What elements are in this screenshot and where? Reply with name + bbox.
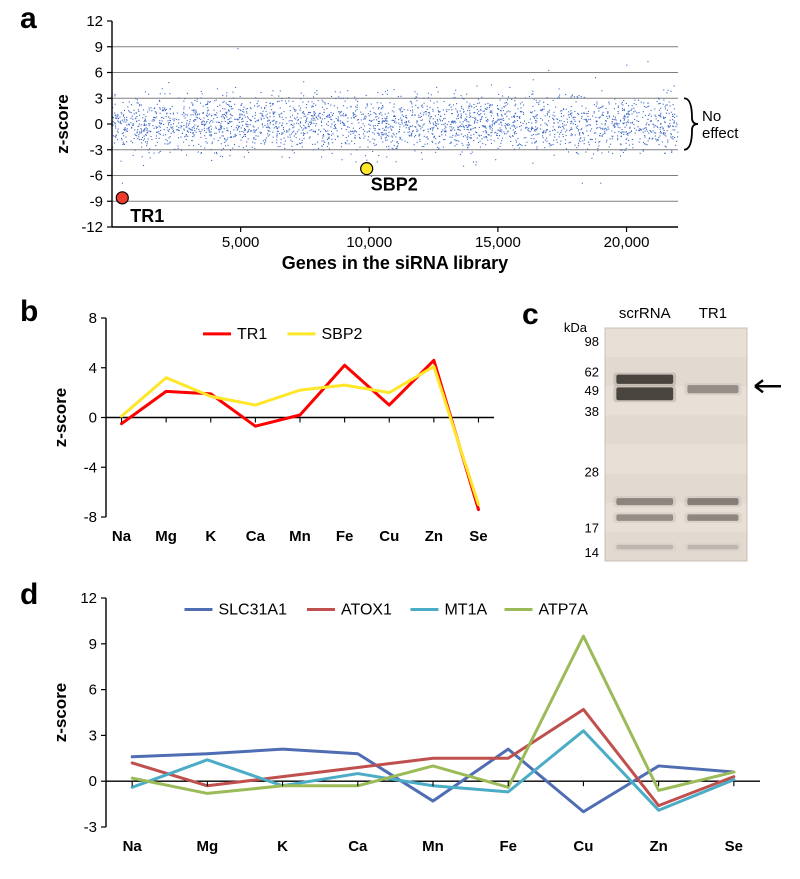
ytick: 0 <box>89 773 97 790</box>
ytick: -4 <box>84 459 97 476</box>
legend-tr1: TR1 <box>237 326 267 343</box>
panel-a-ytick: 9 <box>95 39 103 56</box>
ylabel: z-score <box>51 683 70 743</box>
ytick: 12 <box>80 590 97 607</box>
kda-mark: 98 <box>585 334 599 349</box>
tr1-annotation: TR1 <box>130 206 164 226</box>
legend-slc31a1: SLC31A1 <box>218 601 287 618</box>
panel-a-xtick: 20,000 <box>604 234 650 251</box>
ytick: -3 <box>84 819 97 836</box>
figure: a -12 -9 -6 -3 0 3 6 9 12 5,000 10,000 15,000 20,000… <box>0 0 800 879</box>
panel-a-plot: -12 -9 -6 -3 0 3 6 9 12 5,000 10,000 15,000 20,000 z-… <box>50 15 750 275</box>
ytick: 4 <box>89 360 97 377</box>
lane-header: scrRNA <box>619 305 671 322</box>
panel-a-xtick: 5,000 <box>222 234 260 251</box>
xcat: Ca <box>246 528 266 545</box>
xcat: Mg <box>197 838 219 855</box>
legend-mt1a: MT1A <box>444 601 487 618</box>
kda-mark: 62 <box>585 364 599 379</box>
kda-mark: 49 <box>585 383 599 398</box>
atp7a-line <box>132 636 734 793</box>
xcat: Mg <box>155 528 177 545</box>
ytick: 6 <box>89 682 97 699</box>
panel-a-ytick: 12 <box>86 15 103 30</box>
legend-atp7a: ATP7A <box>538 601 588 618</box>
panel-a-ytick: 3 <box>95 90 103 107</box>
kda-mark: 14 <box>585 545 599 560</box>
ytick: 8 <box>89 310 97 327</box>
xcat: Ca <box>348 838 368 855</box>
panel-a-ytick: 6 <box>95 65 103 82</box>
panel-a-ylabel: z-score <box>53 94 72 154</box>
panel-a-xtick: 10,000 <box>346 234 392 251</box>
ytick: -8 <box>84 509 97 526</box>
sbp2-annotation: SBP2 <box>371 175 418 195</box>
panel-a-xlabel: Genes in the siRNA library <box>282 253 508 273</box>
panel-a-ytick: -6 <box>90 168 103 185</box>
panel-d-plot: -3 0 3 6 9 12 Na Mg K Ca Mn Fe Cu Zn Se z-score SLC31A1 A… <box>50 590 770 865</box>
xcat: Zn <box>649 838 667 855</box>
xcat: Mn <box>289 528 311 545</box>
xcat: Fe <box>336 528 354 545</box>
panel-d-label: d <box>20 578 38 612</box>
xcat: Mn <box>422 838 444 855</box>
kda-mark: 17 <box>585 520 599 535</box>
tr1-point-icon <box>116 192 128 204</box>
panel-c-gel: scrRNA TR1 kDa98 62 49 38 28 17 14 <box>555 300 785 565</box>
no-effect-label: effect <box>702 125 739 142</box>
lane-header: TR1 <box>699 305 727 322</box>
panel-a-label: a <box>20 2 37 36</box>
no-effect-label: No <box>702 108 721 125</box>
xcat: Se <box>725 838 743 855</box>
sbp2-line <box>122 367 479 505</box>
panel-a-ytick: -9 <box>90 193 103 210</box>
mt1a-line <box>132 731 734 810</box>
xcat: K <box>205 528 216 545</box>
panel-a-ytick: 0 <box>95 116 103 133</box>
panel-a-xtick: 15,000 <box>475 234 521 251</box>
ytick: 3 <box>89 727 97 744</box>
xcat: Cu <box>379 528 399 545</box>
ytick: 0 <box>89 410 97 427</box>
arrow-icon <box>755 380 781 392</box>
xcat: K <box>277 838 288 855</box>
no-effect-bracket-icon <box>684 98 698 150</box>
panel-c-label: c <box>522 298 539 332</box>
xcat: Cu <box>573 838 593 855</box>
xcat: Zn <box>425 528 443 545</box>
sbp2-point-icon <box>361 163 373 175</box>
legend-sbp2: SBP2 <box>322 326 363 343</box>
kda-mark: 38 <box>585 404 599 419</box>
panel-b-plot: -8 -4 0 4 8 Na Mg K Ca Mn Fe Cu Zn Se z-score TR1 SBP2 <box>50 310 500 555</box>
xcat: Se <box>469 528 487 545</box>
legend-atox1: ATOX1 <box>341 601 392 618</box>
xcat: Na <box>112 528 132 545</box>
ytick: 9 <box>89 636 97 653</box>
xcat: Fe <box>499 838 517 855</box>
panel-b-label: b <box>20 295 38 329</box>
kda-label: kDa <box>564 320 588 335</box>
panel-a-ytick: -12 <box>81 219 103 236</box>
panel-a-ytick: -3 <box>90 142 103 159</box>
ylabel: z-score <box>51 388 70 448</box>
kda-mark: 28 <box>585 464 599 479</box>
xcat: Na <box>123 838 143 855</box>
